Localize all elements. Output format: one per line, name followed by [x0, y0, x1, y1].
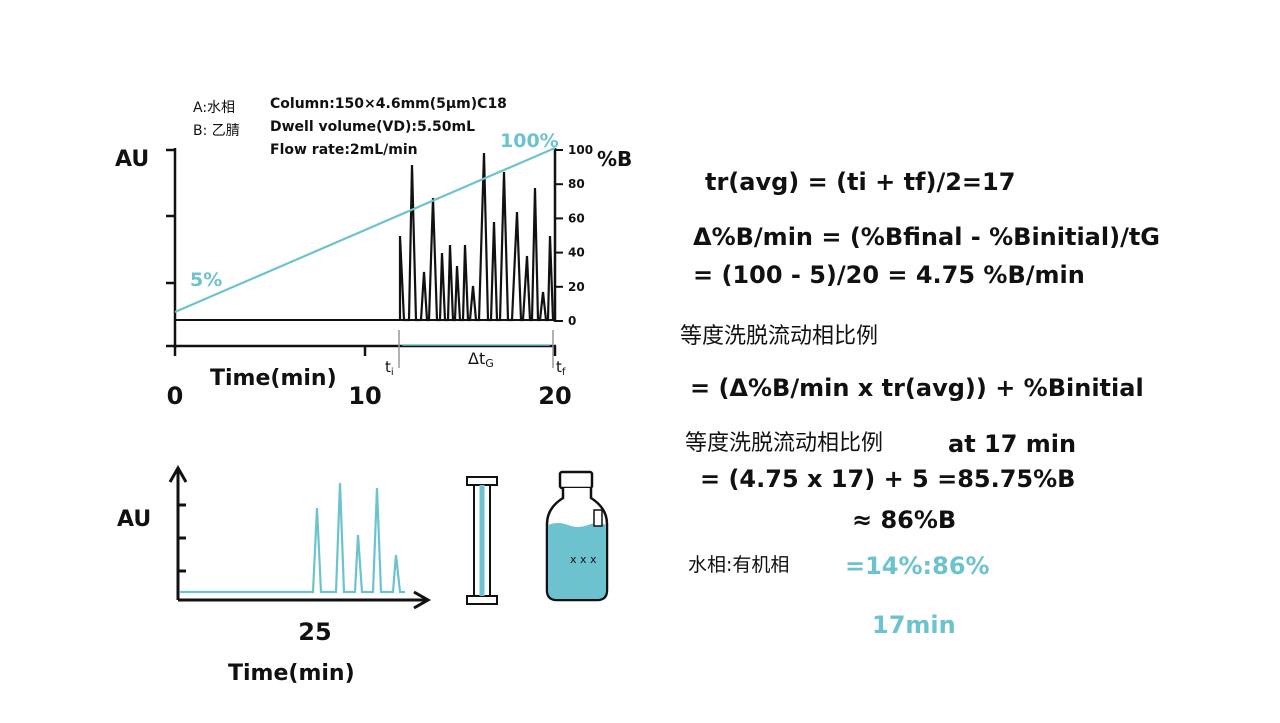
y2-tick-label: 100: [568, 143, 593, 157]
formula: tr(avg) = (ti + tf)/2=17: [705, 168, 1015, 196]
gradient-line: [174, 146, 556, 314]
y2-tick-label: 20: [568, 280, 585, 294]
dtg-main: Δt: [468, 349, 485, 368]
x-tick-label: 0: [167, 382, 184, 410]
condition: Column:150×4.6mm(5μm)C18: [270, 96, 507, 112]
legend-b: B: 乙腈: [193, 123, 240, 139]
x-label: Time(min): [210, 366, 337, 391]
y-label: AU: [117, 507, 151, 532]
y2-tick-label: 40: [568, 246, 585, 260]
ti-sub: i: [391, 367, 394, 378]
ti-label: ti: [385, 358, 394, 378]
condition: Dwell volume(VD):5.50mL: [270, 119, 475, 135]
y2-tick-label: 0: [568, 314, 576, 328]
ti-main: t: [385, 358, 391, 376]
tf-main: t: [556, 358, 562, 376]
start-label: 5%: [190, 269, 222, 291]
x-tick-label: 20: [538, 382, 571, 410]
y2-tick-label: 80: [568, 177, 585, 191]
formula: = (Δ%B/min x tr(avg)) + %Binitial: [690, 374, 1144, 402]
formula: 等度洗脱流动相比例: [680, 324, 878, 349]
formula: = (4.75 x 17) + 5 =85.75%B: [700, 465, 1075, 493]
x-tick-label: 25: [298, 618, 331, 646]
dtg-label: ΔtG: [468, 349, 494, 370]
svg-text:x x x: x x x: [558, 540, 585, 553]
tf-sub: f: [562, 367, 566, 378]
dtg-marker: [398, 330, 554, 368]
chromatogram: [398, 152, 555, 322]
svg-text:x x x: x x x: [570, 553, 597, 566]
x-tick-label: 10: [348, 382, 381, 410]
tf-label: tf: [556, 358, 566, 378]
formula: =14%:86%: [845, 552, 990, 580]
x-label: Time(min): [228, 661, 355, 686]
bottle-icon: x x x x x x: [545, 470, 609, 602]
dtg-sub: G: [485, 357, 494, 370]
formula: = (100 - 5)/20 = 4.75 %B/min: [693, 261, 1085, 289]
formula: 水相:有机相: [688, 554, 789, 576]
formula: Δ%B/min = (%Bfinal - %Binitial)/tG: [693, 223, 1160, 251]
axes: [168, 464, 432, 610]
end-label: 100%: [500, 130, 559, 152]
legend-a: A:水相: [193, 100, 235, 116]
y2-tick-label: 60: [568, 211, 585, 225]
y-label: AU: [115, 147, 149, 172]
formula: at 17 min: [948, 430, 1076, 458]
formula: ≈ 86%B: [852, 506, 956, 534]
chromatogram: [180, 482, 405, 594]
condition: Flow rate:2mL/min: [270, 142, 418, 158]
formula: 等度洗脱流动相比例: [685, 431, 883, 456]
y2-label: %B: [597, 147, 632, 171]
column-icon: [466, 476, 498, 605]
formula: 17min: [872, 611, 956, 639]
